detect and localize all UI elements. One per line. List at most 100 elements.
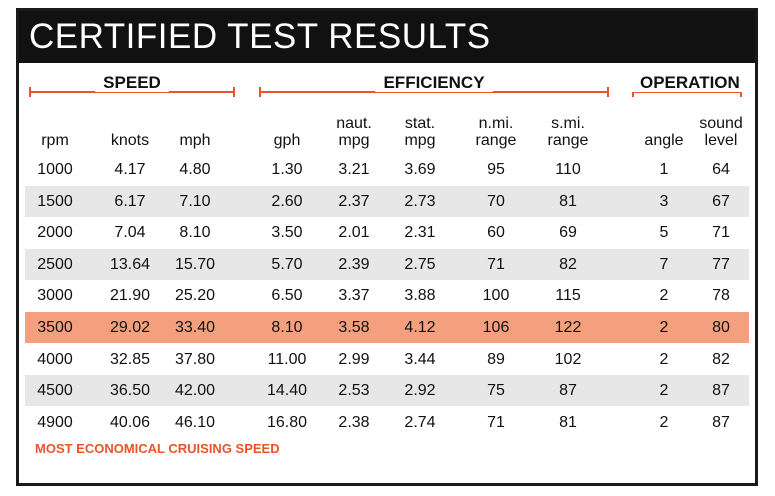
title-bar: CERTIFIED TEST RESULTS (19, 11, 755, 63)
cell-mph: 33.40 (174, 319, 216, 336)
column-header-mph: mph (160, 101, 230, 149)
cell-gph: 14.40 (266, 382, 308, 400)
cell-sound-level: 87 (712, 382, 730, 400)
cell-knots: 7.04 (114, 224, 146, 242)
cell-sound-level: 64 (712, 161, 730, 178)
cell-nmi-range: 70 (487, 192, 505, 210)
cell-smi-range: 115 (555, 287, 581, 305)
table-row: 4000 32.85 37.80 11.00 2.99 3.44 89 102 2 82 (25, 344, 749, 375)
cell-sound-level: 77 (712, 255, 730, 273)
cell-rpm: 3000 (37, 287, 73, 305)
cell-knots: 40.06 (109, 413, 151, 431)
cell-naut-mpg: 2.38 (338, 413, 370, 431)
page-title: CERTIFIED TEST RESULTS (29, 17, 491, 56)
cell-knots: 4.17 (114, 161, 146, 178)
cell-stat-mpg: 3.88 (404, 287, 436, 305)
column-header-text: n.mi. (478, 115, 514, 132)
cell-rpm: 4500 (37, 382, 73, 400)
cell-angle: 2 (659, 382, 669, 400)
cell-angle: 1 (659, 161, 669, 178)
cell-stat-mpg: 2.73 (404, 192, 436, 210)
table-row: 2500 13.64 15.70 5.70 2.39 2.75 71 82 7 77 (25, 248, 749, 280)
cell-rpm: 1000 (37, 161, 73, 178)
column-header-text: naut. (336, 115, 372, 132)
group-efficiency-label: EFFICIENCY (375, 73, 493, 92)
column-header-smi-range: s.mi. range (533, 101, 603, 149)
cell-nmi-range: 95 (487, 161, 505, 178)
cell-naut-mpg: 3.58 (338, 319, 370, 336)
cell-angle: 2 (659, 287, 669, 305)
cell-sound-level: 71 (712, 224, 730, 242)
cell-angle: 5 (659, 224, 669, 242)
cell-naut-mpg: 2.99 (338, 350, 370, 368)
cell-mph: 46.10 (174, 413, 216, 431)
column-header-stat-mpg: stat. mpg (390, 101, 450, 149)
cell-mph: 42.00 (174, 382, 216, 400)
cell-rpm: 4000 (37, 350, 73, 368)
cell-knots: 13.64 (109, 255, 151, 273)
table-row: 1500 6.17 7.10 2.60 2.37 2.73 70 81 3 67 (25, 185, 749, 217)
table-row: 4500 36.50 42.00 14.40 2.53 2.92 75 87 2 87 (25, 375, 749, 407)
cell-gph: 1.30 (271, 161, 303, 178)
cell-rpm: 2000 (37, 224, 73, 242)
cell-angle: 2 (659, 319, 669, 336)
group-speed: SPEED (29, 73, 235, 97)
column-header-naut-mpg: naut. mpg (324, 101, 384, 149)
table-row-highlighted: 3500 29.02 33.40 8.10 3.58 4.12 106 122 2 80 (25, 312, 749, 343)
cell-stat-mpg: 3.69 (404, 161, 436, 178)
cell-knots: 21.90 (109, 287, 151, 305)
cell-nmi-range: 75 (487, 382, 505, 400)
column-header-text: level (704, 132, 738, 149)
cell-gph: 2.60 (271, 192, 303, 210)
cell-naut-mpg: 2.39 (338, 255, 370, 273)
cell-angle: 2 (659, 413, 669, 431)
column-header-text: mpg (404, 132, 436, 149)
cell-mph: 37.80 (174, 350, 216, 368)
cell-mph: 25.20 (174, 287, 216, 305)
cell-stat-mpg: 2.74 (404, 413, 436, 431)
column-header-text: range (475, 132, 517, 149)
cell-mph: 8.10 (179, 224, 211, 242)
cell-stat-mpg: 2.92 (404, 382, 436, 400)
cell-smi-range: 69 (559, 224, 577, 242)
column-header-text: gph (273, 132, 301, 149)
cell-sound-level: 67 (712, 192, 730, 210)
cell-smi-range: 87 (559, 382, 577, 400)
column-header-nmi-range: n.mi. range (461, 101, 531, 149)
cell-rpm: 1500 (37, 192, 73, 210)
column-header-text: s.mi. (551, 115, 585, 132)
footnote: MOST ECONOMICAL CRUISING SPEED (35, 441, 280, 456)
cell-knots: 36.50 (109, 382, 151, 400)
cell-nmi-range: 106 (482, 319, 510, 336)
cell-knots: 32.85 (109, 350, 151, 368)
cell-gph: 3.50 (271, 224, 303, 242)
cell-smi-range: 102 (554, 350, 582, 368)
cell-sound-level: 82 (712, 350, 730, 368)
cell-sound-level: 80 (712, 319, 730, 336)
test-results-panel: CERTIFIED TEST RESULTS SPEED EFFICIENCY … (16, 8, 758, 486)
cell-smi-range: 110 (555, 161, 581, 178)
column-header-text: sound (699, 115, 743, 132)
table-row: 2000 7.04 8.10 3.50 2.01 2.31 60 69 5 71 (25, 217, 749, 248)
cell-naut-mpg: 3.37 (338, 287, 370, 305)
column-header-text: range (547, 132, 589, 149)
cell-gph: 8.10 (271, 319, 303, 336)
cell-gph: 16.80 (266, 413, 308, 431)
group-operation: OPERATION (632, 73, 748, 97)
table-row: 4900 40.06 46.10 16.80 2.38 2.74 71 81 2 87 (25, 407, 749, 438)
cell-stat-mpg: 4.12 (404, 319, 436, 336)
cell-angle: 3 (659, 192, 669, 210)
column-header-knots: knots (95, 101, 165, 149)
column-header-rpm: rpm (25, 101, 85, 149)
cell-nmi-range: 60 (487, 224, 505, 242)
cell-smi-range: 122 (554, 319, 582, 336)
column-header-text: mpg (338, 132, 370, 149)
cell-sound-level: 78 (712, 287, 730, 305)
cell-angle: 7 (659, 255, 669, 273)
cell-stat-mpg: 3.44 (404, 350, 436, 368)
column-header-gph: gph (252, 101, 322, 149)
cell-naut-mpg: 2.01 (338, 224, 370, 242)
cell-rpm: 3500 (37, 319, 73, 336)
cell-mph: 4.80 (179, 161, 211, 178)
cell-naut-mpg: 2.53 (338, 382, 370, 400)
